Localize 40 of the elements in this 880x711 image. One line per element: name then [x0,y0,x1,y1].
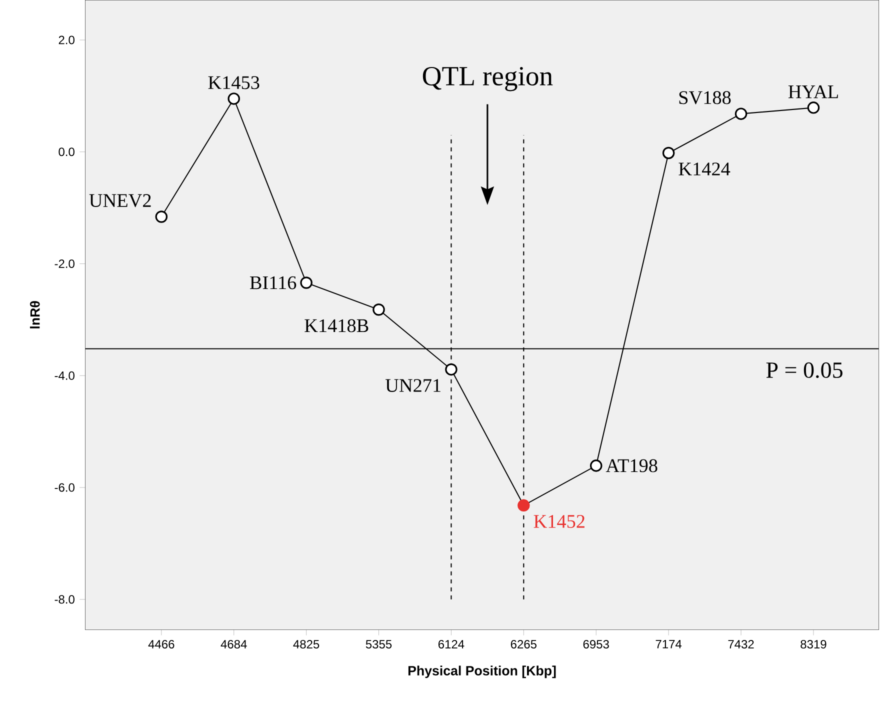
annotation: HYAL [788,85,838,98]
x-tick-label: 4825 [293,640,320,649]
annotation: AT198 [606,459,658,472]
y-tick-label: -8.0 [54,595,74,604]
annotation: P = 0.05 [766,362,842,378]
x-tick-label: 6265 [510,640,537,649]
point [662,146,675,160]
point [445,363,458,376]
y-tick-label: -2.0 [54,260,74,268]
point [807,102,820,114]
annotation: K1452 [534,515,584,528]
y-axis-title: lnRθ [30,301,40,328]
annotation: K1424 [678,162,730,176]
annotation: QTL region [422,66,553,92]
x-tick-label: 7432 [728,640,754,649]
annotation: K1418B [304,319,368,332]
y-tick-label: -6.0 [54,483,74,492]
x-tick-label: 4684 [220,640,247,649]
point [228,92,240,105]
x-tick-label: 5355 [366,640,392,649]
x-tick-label: 6124 [438,640,464,649]
annotation: K1453 [208,76,260,90]
x-tick-label: 6953 [583,640,609,649]
point [372,304,385,316]
y-tick-label: -4.0 [54,371,74,380]
point [155,210,168,223]
annotation: BI116 [250,276,296,290]
point [518,499,530,512]
point [734,108,748,120]
point [590,460,602,472]
x-tick-label: 7174 [656,640,682,648]
y-tick-label: 0.0 [58,148,74,156]
x-axis-title: Physical Position [Kbp] [408,666,556,678]
y-tick-label: 2.0 [58,36,74,44]
annotation: UNEV2 [89,194,151,208]
x-tick-label: 8319 [800,640,826,649]
point [300,276,312,289]
annotation: UN271 [385,379,440,392]
annotation: SV188 [679,91,731,104]
x-tick-label: 4466 [148,640,174,649]
